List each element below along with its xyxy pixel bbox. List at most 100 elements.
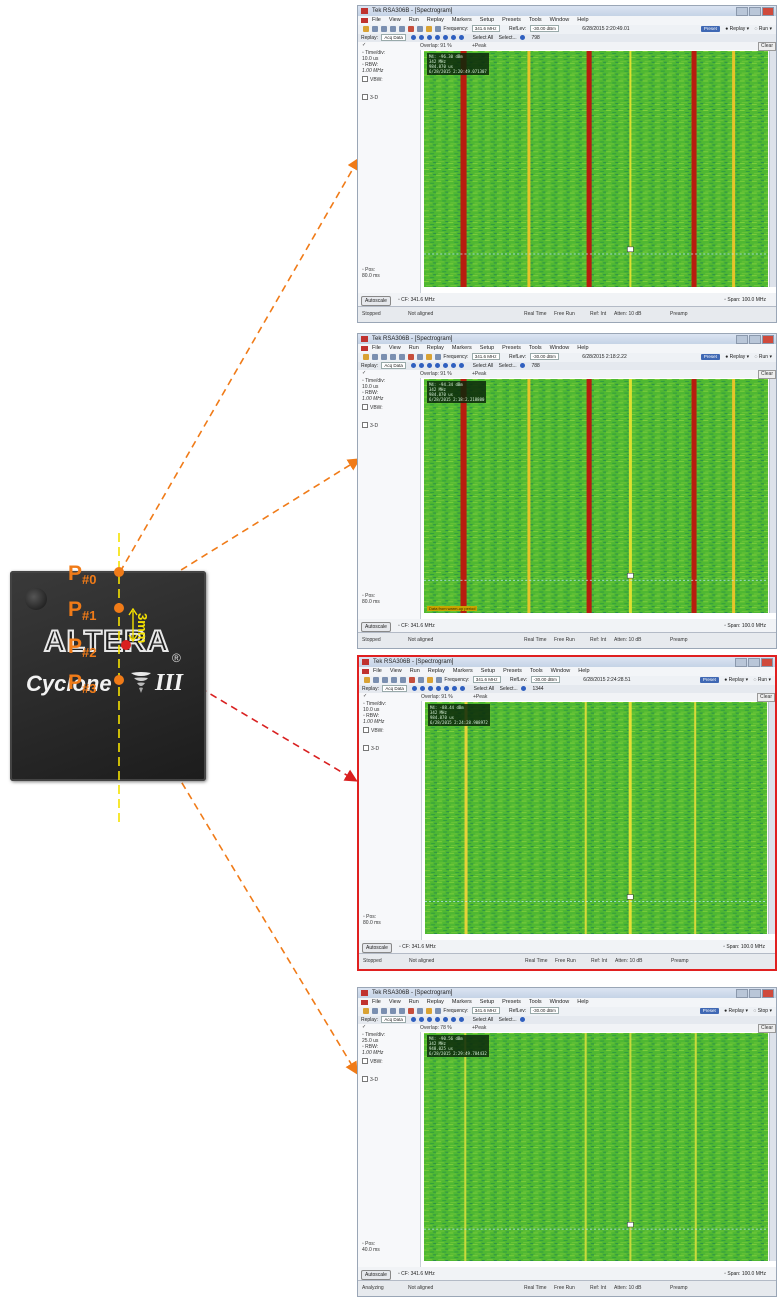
menu-item-tools[interactable]: Tools [528, 17, 542, 23]
step-back-icon[interactable] [419, 686, 425, 692]
skip-back-icon[interactable] [410, 363, 416, 369]
loop-icon[interactable] [458, 35, 464, 41]
preset-button[interactable]: Preset [699, 1007, 719, 1014]
menu-item-window[interactable]: Window [549, 345, 570, 351]
menu-item-file[interactable]: File [372, 17, 381, 23]
skip-fwd-icon[interactable] [451, 686, 457, 692]
print-icon[interactable] [398, 353, 405, 360]
window-titlebar[interactable]: Tek RSA306B - [Spectrogram] [359, 657, 775, 667]
menu-item-setup[interactable]: Setup [479, 345, 495, 351]
stop-icon[interactable] [427, 686, 433, 692]
window-titlebar[interactable]: Tek RSA306B - [Spectrogram] [358, 6, 776, 16]
open-icon[interactable] [362, 353, 369, 360]
autoscale-button[interactable]: Autoscale [361, 296, 391, 306]
time-div-value[interactable]: 10.0 us [362, 56, 379, 62]
play-icon[interactable] [434, 363, 440, 369]
attenuation-status[interactable]: Atten: 10 dB [614, 637, 642, 643]
print-icon[interactable] [399, 676, 406, 683]
select-button[interactable]: Select... [498, 1017, 517, 1023]
menu-item-help[interactable]: Help [578, 668, 590, 674]
undo-icon[interactable] [380, 353, 387, 360]
reference-status[interactable]: Ref: Int [590, 1285, 607, 1291]
acq-mode-status[interactable]: Real Time [524, 1285, 547, 1291]
info-icon[interactable] [519, 363, 525, 369]
autoscale-button[interactable]: Autoscale [362, 943, 392, 953]
frequency-field[interactable]: 341.6 MHz [471, 25, 500, 33]
menu-item-window[interactable]: Window [550, 668, 571, 674]
calc-icon[interactable] [434, 1007, 441, 1014]
window-titlebar[interactable]: Tek RSA306B - [Spectrogram] [358, 334, 776, 344]
window-titlebar[interactable]: Tek RSA306B - [Spectrogram] [358, 988, 776, 998]
alignment-status[interactable]: Not aligned [409, 958, 435, 964]
undo-icon[interactable] [380, 1007, 387, 1014]
reference-status[interactable]: Ref: Int [590, 311, 607, 317]
skip-back-icon[interactable] [410, 1017, 416, 1023]
menu-item-help[interactable]: Help [577, 17, 589, 23]
vertical-scrollbar[interactable] [769, 379, 776, 613]
step-fwd-icon[interactable] [442, 363, 448, 369]
three-d-checkbox[interactable]: 3-D [362, 94, 378, 102]
maximize-button[interactable] [749, 7, 761, 16]
rbw-value[interactable]: 1.00 MHz [362, 396, 384, 402]
redo-icon[interactable] [390, 676, 397, 683]
menu-item-presets[interactable]: Presets [502, 345, 521, 351]
info-icon[interactable] [520, 686, 526, 692]
marker-m4[interactable] [627, 246, 634, 253]
preamp-status[interactable]: Preamp [670, 637, 688, 643]
menu-item-run[interactable]: Run [408, 17, 419, 23]
menu-item-view[interactable]: View [388, 17, 401, 23]
close-button[interactable] [762, 989, 774, 998]
menu-item-tools[interactable]: Tools [529, 668, 543, 674]
skip-back-icon[interactable] [411, 686, 417, 692]
menu-item-window[interactable]: Window [549, 999, 570, 1005]
measure-icon[interactable] [425, 25, 432, 32]
reference-status[interactable]: Ref: Int [591, 958, 608, 964]
acq-mode-status[interactable]: Real Time [525, 958, 548, 964]
position-readout[interactable]: ▫ Pos: 40.0 ms [362, 1241, 380, 1253]
select-all-button[interactable]: Select All [472, 35, 494, 41]
open-icon[interactable] [362, 1007, 369, 1014]
autoscale-button[interactable]: Autoscale [361, 622, 391, 632]
skip-fwd-icon[interactable] [450, 35, 456, 41]
spectrogram-plot[interactable]: M4: -90.56 dBm 342 MHz 948.025 us 6/28/2… [424, 1033, 768, 1261]
menu-item-help[interactable]: Help [577, 345, 589, 351]
minimize-button[interactable] [736, 7, 748, 16]
reflev-field[interactable]: -30.00 dBm [530, 676, 560, 684]
menu-item-markers[interactable]: Markers [451, 999, 472, 1005]
close-button[interactable] [761, 658, 773, 667]
rbw-value[interactable]: 1.00 MHz [362, 68, 384, 74]
marker-m4[interactable] [627, 1222, 634, 1228]
trigger-status[interactable]: Free Run [554, 311, 575, 317]
trigger-icon[interactable] [416, 25, 423, 32]
select-all-button[interactable]: Select All [473, 686, 495, 692]
trigger-icon[interactable] [416, 1007, 423, 1014]
position-readout[interactable]: ▫ Pos: 80.0 ms [363, 914, 381, 926]
minimize-button[interactable] [735, 658, 747, 667]
play-icon[interactable] [435, 686, 441, 692]
vbw-checkbox[interactable]: VBW: [362, 404, 383, 412]
detector-select[interactable]: +Peak [472, 43, 487, 49]
menu-item-view[interactable]: View [389, 668, 402, 674]
reflev-field[interactable]: -30.00 dBm [529, 1007, 559, 1015]
time-div-value[interactable]: 10.0 us [363, 707, 380, 713]
clear-button[interactable]: Clear [758, 370, 776, 379]
preamp-status[interactable]: Preamp [671, 958, 689, 964]
menu-item-help[interactable]: Help [577, 999, 589, 1005]
spectrogram-plot[interactable]: M4: -96.30 dBm 342 MHz 984.870 us 6/28/2… [424, 51, 768, 287]
undo-icon[interactable] [381, 676, 388, 683]
trigger-icon[interactable] [416, 353, 423, 360]
vbw-checkbox[interactable]: VBW: [363, 727, 384, 735]
stop-icon[interactable] [426, 363, 432, 369]
trigger-status[interactable]: Free Run [555, 958, 576, 964]
menu-item-view[interactable]: View [388, 345, 401, 351]
clear-button[interactable]: Clear [758, 1024, 776, 1033]
overlap-readout[interactable]: Overlap: 91 % [421, 694, 453, 700]
menu-item-run[interactable]: Run [408, 999, 419, 1005]
measure-icon[interactable] [426, 676, 433, 683]
menu-item-file[interactable]: File [372, 999, 381, 1005]
print-icon[interactable] [398, 1007, 405, 1014]
loop-icon[interactable] [458, 1017, 464, 1023]
vertical-scrollbar[interactable] [769, 1033, 776, 1261]
menu-item-run[interactable]: Run [408, 345, 419, 351]
maximize-button[interactable] [749, 335, 761, 344]
